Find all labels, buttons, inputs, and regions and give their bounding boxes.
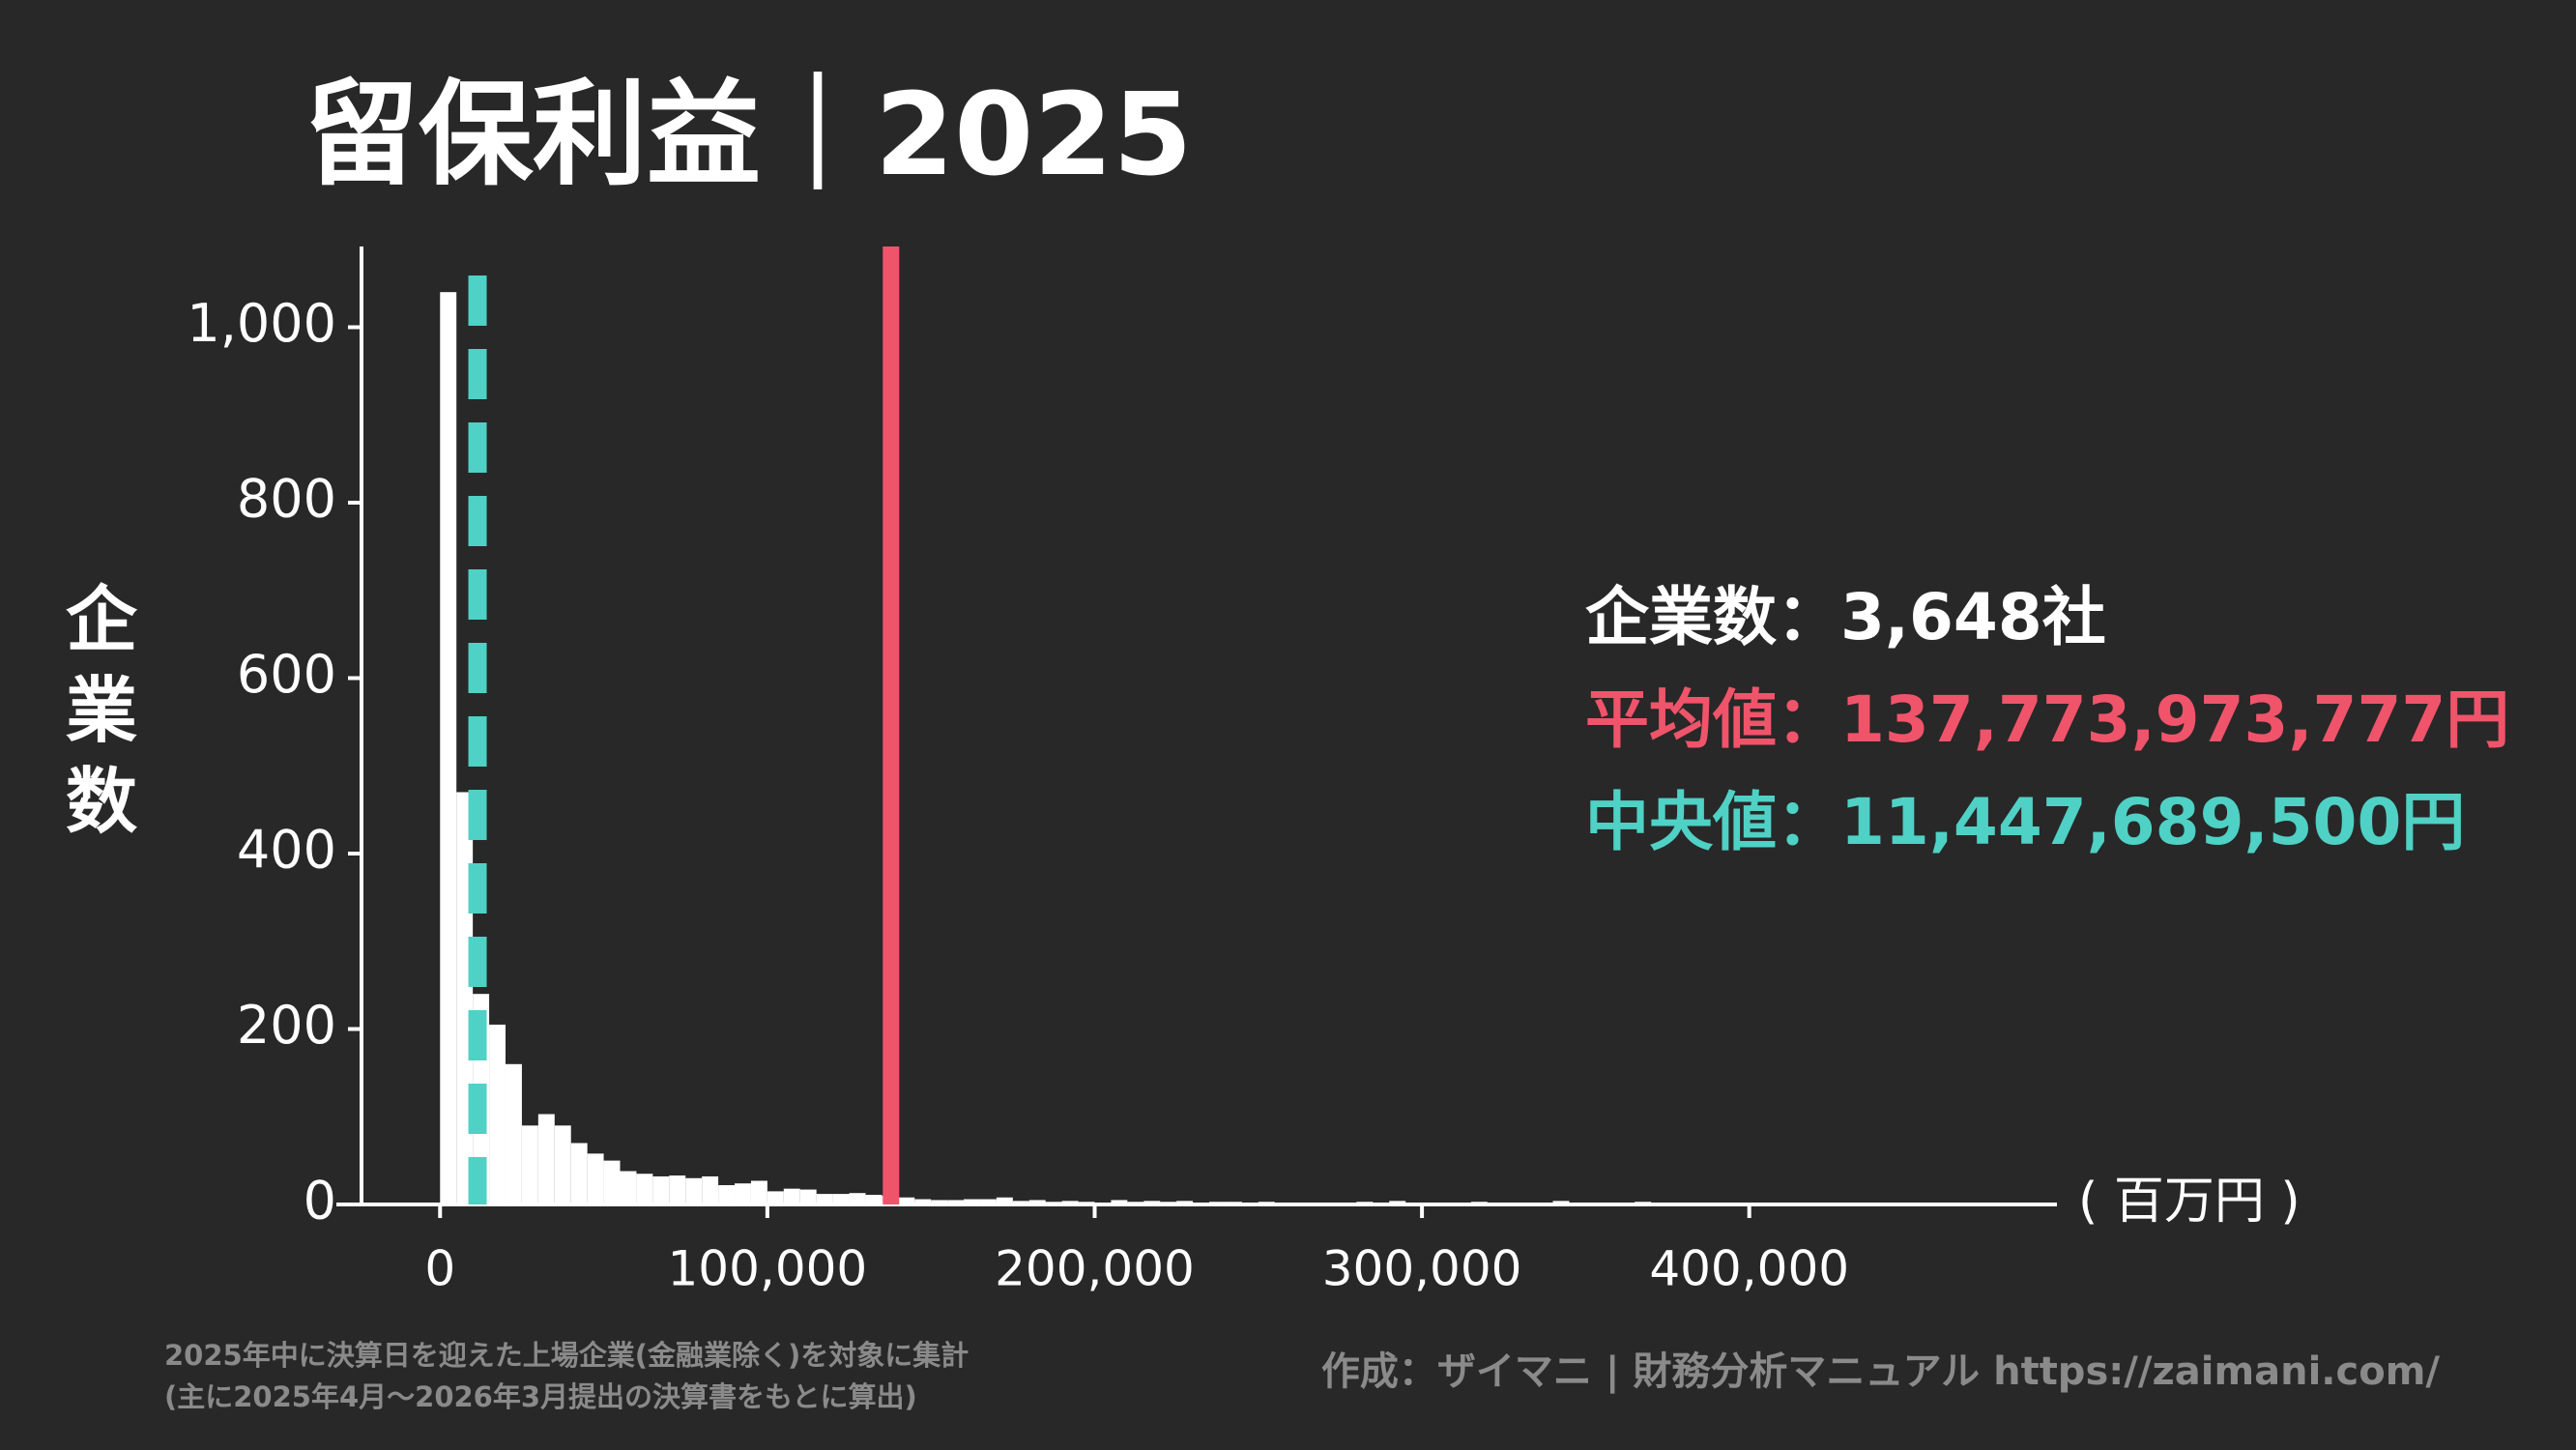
bar <box>685 1177 703 1204</box>
stat: 企業数：3,648社 <box>1585 580 2106 654</box>
bar <box>1552 1201 1570 1204</box>
bar <box>1356 1202 1374 1204</box>
y-tick-label: 0 <box>304 1171 336 1232</box>
y-tick-label: 800 <box>237 469 336 530</box>
bar <box>816 1194 833 1204</box>
bar <box>603 1160 621 1204</box>
y-axis-label: 数 <box>66 761 137 844</box>
y-tick-label: 400 <box>237 820 336 881</box>
bar <box>636 1174 653 1204</box>
bar <box>1078 1202 1095 1204</box>
x-tick-label: 400,000 <box>1649 1241 1849 1297</box>
bar <box>832 1194 850 1204</box>
note: 2025年中に決算日を迎えた上場企業(金融業除く)を対象に集計 <box>164 1339 969 1372</box>
y-axis-label: 企 <box>66 579 138 662</box>
bar <box>1781 1203 1799 1204</box>
bar <box>799 1189 817 1204</box>
bar <box>718 1185 736 1204</box>
bar <box>849 1193 866 1204</box>
bar <box>1373 1203 1390 1204</box>
bar <box>1635 1202 1652 1204</box>
y-tick-label: 1,000 <box>187 293 336 354</box>
bar <box>440 292 457 1204</box>
bar <box>1061 1201 1079 1204</box>
bar <box>1012 1201 1029 1204</box>
bar <box>1241 1203 1259 1204</box>
bar <box>1503 1203 1520 1204</box>
bar <box>537 1114 555 1204</box>
bar <box>1307 1203 1324 1204</box>
bar <box>783 1188 800 1204</box>
stat: 平均値：137,773,973,777円 <box>1585 682 2509 757</box>
bar <box>554 1125 571 1204</box>
note: (主に2025年4月〜2026年3月提出の決算書をもとに算出) <box>164 1380 917 1413</box>
bar <box>1470 1202 1488 1204</box>
bar <box>1258 1202 1275 1204</box>
bar <box>1045 1202 1062 1204</box>
bar <box>669 1175 686 1204</box>
bar <box>996 1197 1013 1204</box>
y-tick-label: 200 <box>237 995 336 1056</box>
bar <box>750 1180 767 1204</box>
bar <box>570 1143 588 1204</box>
bar <box>914 1199 932 1204</box>
bar <box>1454 1203 1471 1204</box>
bar <box>931 1200 948 1204</box>
bar <box>767 1191 784 1204</box>
bar <box>1225 1202 1242 1204</box>
x-tick-label: 200,000 <box>995 1241 1195 1297</box>
credit: 作成：ザイマニ | 財務分析マニュアル https://zaimani.com/ <box>1321 1349 2440 1395</box>
bar <box>1209 1202 1226 1204</box>
bar <box>587 1153 604 1204</box>
bar <box>1193 1203 1209 1204</box>
stat: 中央値：11,447,689,500円 <box>1585 785 2465 859</box>
bar <box>521 1125 538 1204</box>
bar <box>1389 1201 1406 1204</box>
y-tick-label: 600 <box>237 644 336 705</box>
x-tick-label: 0 <box>424 1241 455 1297</box>
bar <box>1323 1203 1341 1204</box>
bar <box>620 1171 637 1204</box>
bar <box>1176 1201 1194 1204</box>
x-tick-label: 100,000 <box>667 1241 867 1297</box>
bar <box>947 1200 965 1204</box>
chart-title: 留保利益｜2025 <box>304 68 1192 201</box>
bar <box>1290 1203 1308 1204</box>
bar <box>1111 1200 1128 1204</box>
bar <box>702 1175 719 1204</box>
bar <box>964 1199 980 1204</box>
bar <box>1438 1203 1455 1204</box>
bar <box>1536 1203 1553 1204</box>
bar <box>652 1175 670 1204</box>
bar <box>1274 1203 1291 1204</box>
bar <box>505 1063 522 1204</box>
bar <box>1160 1202 1177 1204</box>
bar <box>1028 1200 1046 1204</box>
bar <box>735 1183 751 1204</box>
x-tick-label: 300,000 <box>1322 1241 1522 1297</box>
bar <box>489 1024 506 1204</box>
bar <box>1127 1202 1144 1204</box>
bar <box>1094 1203 1112 1204</box>
bar <box>1143 1201 1161 1204</box>
bar <box>456 792 474 1204</box>
bar <box>1896 1203 1914 1204</box>
bar <box>979 1199 997 1204</box>
x-unit: ( 百万円 ) <box>2078 1173 2301 1231</box>
y-axis-label: 業 <box>66 670 137 753</box>
bar <box>865 1195 883 1204</box>
bar <box>898 1197 915 1204</box>
